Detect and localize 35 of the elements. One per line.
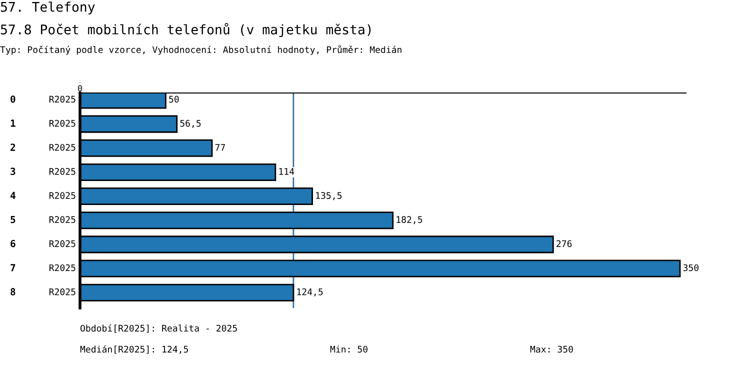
data-label: 56,5 <box>180 120 201 128</box>
text: R2025 <box>49 120 76 127</box>
text: Medián[R2025]: 124,5 <box>80 345 188 354</box>
data-label: 50 <box>169 96 179 103</box>
text: R2025 <box>49 240 76 248</box>
text: Max: 350 <box>530 346 573 353</box>
y-tick-label: 6 <box>10 240 16 248</box>
series-label: R2025 <box>49 96 76 103</box>
y-tick-label: 2 <box>10 144 16 151</box>
y-tick-label: 7 <box>10 264 16 272</box>
annotation: 0 <box>78 85 82 92</box>
y-tick-label: 8 <box>10 288 16 296</box>
y-tick-label: 5 <box>10 216 16 224</box>
chart-title: 57. Telefony <box>0 2 95 14</box>
data-label: 124,5 <box>297 288 323 296</box>
text: Typ: Počítaný podle vzorce, Vyhodnocení: Absolutní hodnoty, Průměr: Medián <box>0 45 402 55</box>
data-label: 350 <box>683 264 698 272</box>
y-tick-label: 1 <box>10 120 16 127</box>
text: R2025 <box>49 192 76 199</box>
text: R2025 <box>49 168 76 175</box>
text: R2025 <box>49 216 76 224</box>
y-tick-label: 4 <box>10 192 16 199</box>
text: Období[R2025]: Realita - 2025 <box>80 324 237 333</box>
data-label: 276 <box>556 240 572 248</box>
data-label: 135,5 <box>316 192 342 200</box>
y-tick-label: 0 <box>10 95 16 103</box>
data-label: 77 <box>215 144 225 151</box>
chart-subtitle: 57.8 Počet mobilních telefonů (v majetku města) <box>0 22 371 38</box>
text: R2025 <box>49 264 76 272</box>
text: R2025 <box>49 144 76 151</box>
data-label: 182,5 <box>396 216 422 224</box>
text: Min: 50 <box>330 346 368 353</box>
y-tick-label: 3 <box>10 168 16 176</box>
text: R2025 <box>49 288 76 296</box>
data-label: 114 <box>279 168 294 175</box>
